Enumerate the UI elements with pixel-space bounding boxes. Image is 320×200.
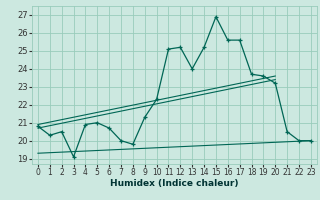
X-axis label: Humidex (Indice chaleur): Humidex (Indice chaleur) (110, 179, 239, 188)
